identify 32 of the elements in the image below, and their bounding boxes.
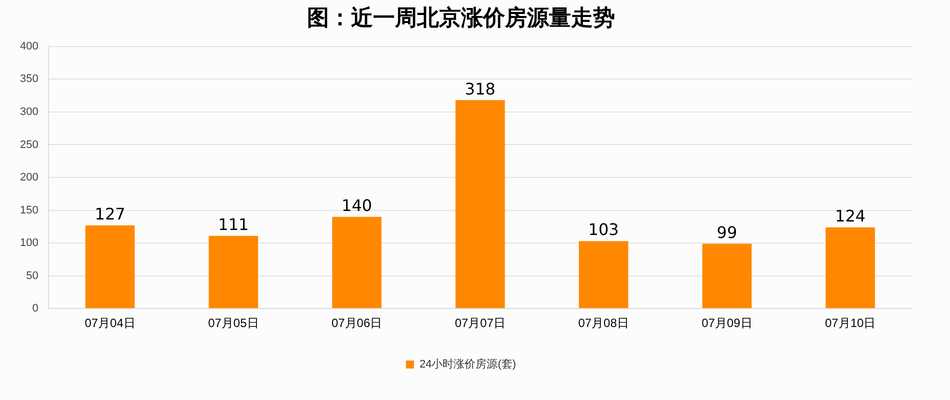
bar — [826, 227, 875, 308]
x-tick-label: 07月08日 — [578, 316, 629, 330]
data-label: 127 — [94, 204, 126, 224]
data-label: 111 — [218, 214, 249, 234]
bar — [456, 100, 505, 308]
y-tick-label: 100 — [20, 237, 38, 250]
bar — [578, 241, 628, 308]
data-label: 124 — [835, 206, 866, 226]
x-tick-label: 07月09日 — [702, 316, 752, 330]
y-tick-label: 200 — [20, 172, 38, 184]
data-label: 103 — [588, 220, 619, 240]
bar — [208, 236, 258, 308]
y-tick-label: 0 — [32, 302, 38, 315]
bar — [332, 216, 382, 308]
data-label: 99 — [716, 222, 738, 242]
chart-title: 图：近一周北京涨价房源量走势 — [307, 4, 615, 31]
x-tick-label: 07月04日 — [84, 316, 136, 330]
y-tick-label: 250 — [20, 138, 38, 151]
legend-label: 24小时涨价房源(套) — [419, 358, 516, 371]
bar — [85, 225, 135, 308]
y-tick-label: 50 — [26, 270, 38, 282]
x-tick-label: 07月06日 — [331, 316, 382, 330]
y-tick-label: 300 — [20, 106, 38, 118]
x-tick-label: 07月10日 — [824, 316, 876, 330]
y-tick-label: 350 — [20, 73, 38, 86]
y-tick-label: 150 — [20, 204, 38, 216]
x-tick-label: 07月05日 — [208, 316, 259, 330]
data-label: 140 — [342, 196, 372, 215]
bar — [702, 244, 752, 308]
x-tick-label: 07月07日 — [454, 316, 506, 330]
y-tick-label: 400 — [20, 40, 38, 52]
data-label: 318 — [464, 79, 496, 98]
